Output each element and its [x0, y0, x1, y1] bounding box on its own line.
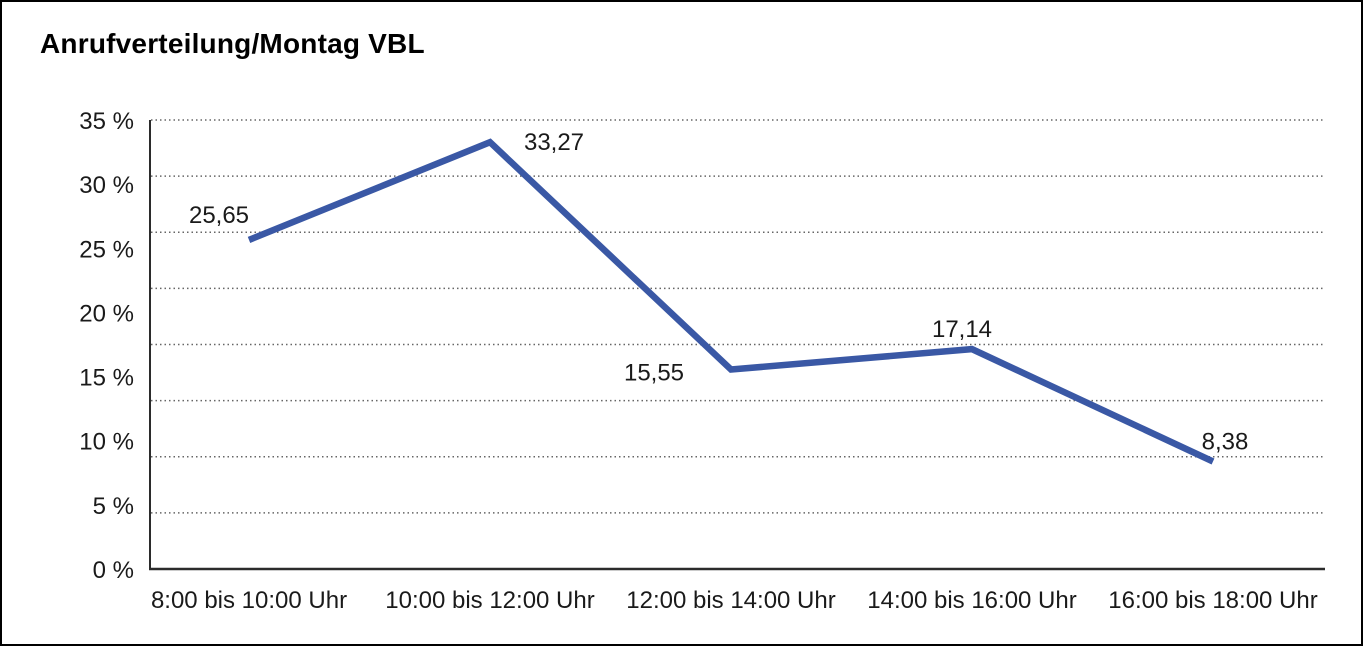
- y-tick-label: 15 %: [79, 365, 134, 392]
- x-tick-label: 10:00 bis 12:00 Uhr: [385, 587, 594, 614]
- data-point-label: 17,14: [932, 316, 992, 343]
- x-tick-label: 16:00 bis 18:00 Uhr: [1108, 587, 1317, 614]
- y-tick-label: 35 %: [79, 108, 134, 135]
- y-tick-label: 20 %: [79, 300, 134, 327]
- y-tick-label: 30 %: [79, 172, 134, 199]
- x-tick-label: 8:00 bis 10:00 Uhr: [151, 587, 347, 614]
- data-point-label: 8,38: [1202, 428, 1249, 455]
- x-tick-label: 14:00 bis 16:00 Uhr: [867, 587, 1076, 614]
- y-tick-label: 5 %: [93, 493, 134, 520]
- chart-title: Anrufverteilung/Montag VBL: [40, 28, 425, 59]
- data-point-label: 33,27: [524, 129, 584, 156]
- x-tick-label: 12:00 bis 14:00 Uhr: [626, 587, 835, 614]
- y-tick-label: 25 %: [79, 236, 134, 263]
- data-point-label: 25,65: [189, 202, 249, 229]
- data-point-label: 15,55: [624, 360, 684, 387]
- y-tick-label: 0 %: [93, 557, 134, 584]
- data-line: [247, 138, 1215, 465]
- y-tick-label: 10 %: [79, 429, 134, 456]
